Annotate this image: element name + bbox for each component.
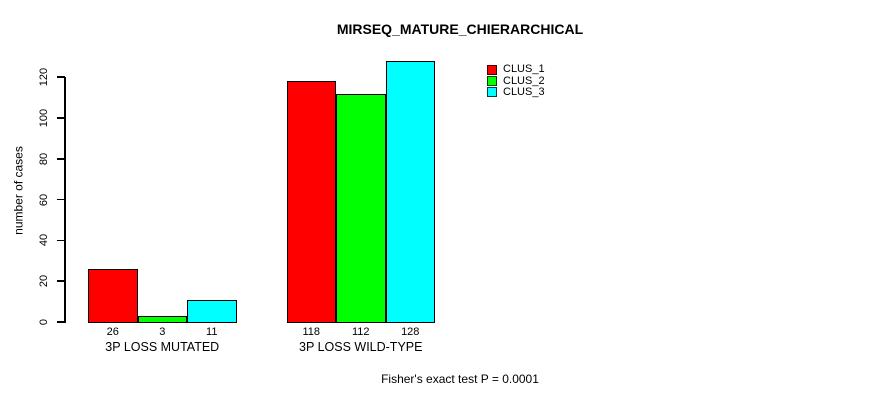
legend-label: CLUS_3	[503, 85, 545, 98]
bar-value-label-clus_2-group2: 112	[351, 326, 370, 338]
y-tick-label-60: 60	[38, 193, 50, 206]
legend-label: CLUS_2	[503, 74, 545, 87]
category-label-wild-type: 3P LOSS WILD-TYPE	[299, 340, 423, 354]
legend: CLUS_1 CLUS_2 CLUS_3	[487, 64, 545, 98]
bar-value-label-clus_3-group1: 11	[206, 326, 218, 338]
bar-clus_2-group1	[137, 316, 187, 323]
chart-title: MIRSEQ_MATURE_CHIERARCHICAL	[336, 21, 584, 37]
y-axis-label: number of cases	[11, 146, 26, 235]
y-tick-80	[57, 158, 65, 160]
bar-value-label-clus_2-group1: 3	[159, 326, 166, 338]
y-tick-60	[57, 198, 65, 201]
legend-swatch-green	[487, 76, 497, 87]
legend-item-clus2: CLUS_2	[487, 74, 545, 87]
stats-caption: Fisher's exact test P = 0.0001	[381, 372, 539, 386]
bar-clus_1-group1	[88, 269, 138, 323]
bar-clus_2-group2	[336, 94, 386, 323]
legend-swatch-red	[487, 64, 497, 75]
y-tick-label-100: 100	[38, 108, 50, 128]
legend-item-clus3: CLUS_3	[487, 85, 545, 98]
bar-value-label-clus_3-group2: 128	[401, 326, 420, 338]
y-tick-100	[57, 117, 65, 119]
y-tick-40	[57, 239, 65, 242]
y-tick-20	[57, 280, 65, 282]
bar-clus_3-group2	[385, 61, 435, 323]
legend-swatch-cyan	[487, 87, 497, 98]
y-tick-label-40: 40	[38, 234, 50, 247]
y-tick-label-0: 0	[38, 318, 50, 326]
legend-label: CLUS_1	[503, 63, 545, 76]
y-tick-label-80: 80	[38, 152, 50, 165]
category-label-mutated: 3P LOSS MUTATED	[105, 340, 220, 354]
bar-value-label-clus_1-group2: 118	[302, 326, 321, 338]
y-tick-120	[57, 76, 65, 78]
bar-value-label-clus_1-group1: 26	[106, 326, 119, 338]
y-tick-label-20: 20	[38, 275, 50, 288]
y-tick-label-120: 120	[38, 68, 50, 87]
legend-item-clus1: CLUS_1	[487, 64, 545, 75]
bar-clus_3-group1	[187, 300, 237, 323]
y-tick-0	[57, 321, 65, 323]
bar-clus_1-group2	[286, 81, 336, 323]
